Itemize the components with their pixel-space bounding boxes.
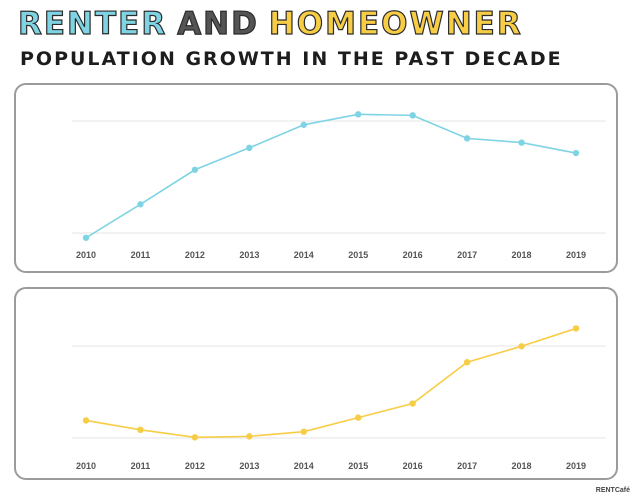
renter-x-tick-label: 2017 [457,250,477,260]
chart-subtitle: POPULATION GROWTH IN THE PAST DECADE [20,48,563,70]
renter-data-point [191,166,199,173]
renter-x-tick-label: 2018 [512,250,532,260]
renter-x-tick-label: 2019 [566,250,586,260]
homeowner-series-line [85,327,577,439]
homeowner-x-tick-label: 2014 [294,461,314,471]
title-and: AND [177,5,259,42]
renter-data-point [518,139,525,146]
renter-data-point [572,149,580,157]
homeowner-data-point [572,325,580,332]
homeowner-x-tick-label: 2017 [457,461,477,471]
homeowner-data-point [300,428,307,435]
homeowner-data-point [82,417,90,424]
renter-data-point [409,112,416,119]
renter-data-point [463,135,471,142]
chart-title: RENTER AND HOMEOWNER [17,4,523,44]
homeowner-chart-panel: 2010 2011 2012 2013 2014 2015 2016 2017 2018 2019 [14,287,618,480]
homeowner-data-point [191,434,199,441]
renter-data-point [137,201,144,208]
renter-x-tick-label: 2015 [348,250,368,260]
homeowner-x-tick-label: 2010 [76,461,96,471]
renter-data-point [355,111,362,118]
homeowner-x-tick-label: 2016 [403,461,423,471]
homeowner-data-point [518,343,525,350]
renter-data-point [246,144,253,151]
renter-data-point [82,234,90,241]
homeowner-x-tick-label: 2018 [512,461,532,471]
homeowner-x-tick-label: 2013 [239,461,259,471]
renter-data-point [300,121,307,128]
renter-x-tick-label: 2014 [294,250,314,260]
homeowner-x-tick-label: 2012 [185,461,205,471]
brand-logo: RENTCafé [595,487,630,494]
homeowner-x-tick-label: 2011 [131,461,151,471]
homeowner-data-point [463,359,471,366]
renter-x-tick-label: 2011 [131,250,151,260]
homeowner-data-point [246,433,253,440]
homeowner-data-point [409,400,416,407]
homeowner-line-chart: 2010 2011 2012 2013 2014 2015 2016 2017 2018 2019 [72,325,606,471]
homeowner-x-tick-label: 2015 [348,461,368,471]
renter-x-tick-label: 2010 [76,250,96,260]
renter-x-tick-label: 2013 [239,250,259,260]
homeowner-data-point [355,414,362,421]
renter-x-tick-label: 2012 [185,250,205,260]
homeowner-x-tick-label: 2019 [566,461,586,471]
renter-x-tick-label: 2016 [403,250,423,260]
renter-series-line [85,113,577,239]
renter-chart-panel: 2010 2011 2012 2013 2014 2015 2016 2017 2018 2019 [14,83,618,273]
title-renter: RENTER [17,5,168,42]
homeowner-data-point [137,426,144,433]
renter-line-chart: 2010 2011 2012 2013 2014 2015 2016 2017 2018 2019 [72,111,606,260]
title-homeowner: HOMEOWNER [268,5,523,42]
